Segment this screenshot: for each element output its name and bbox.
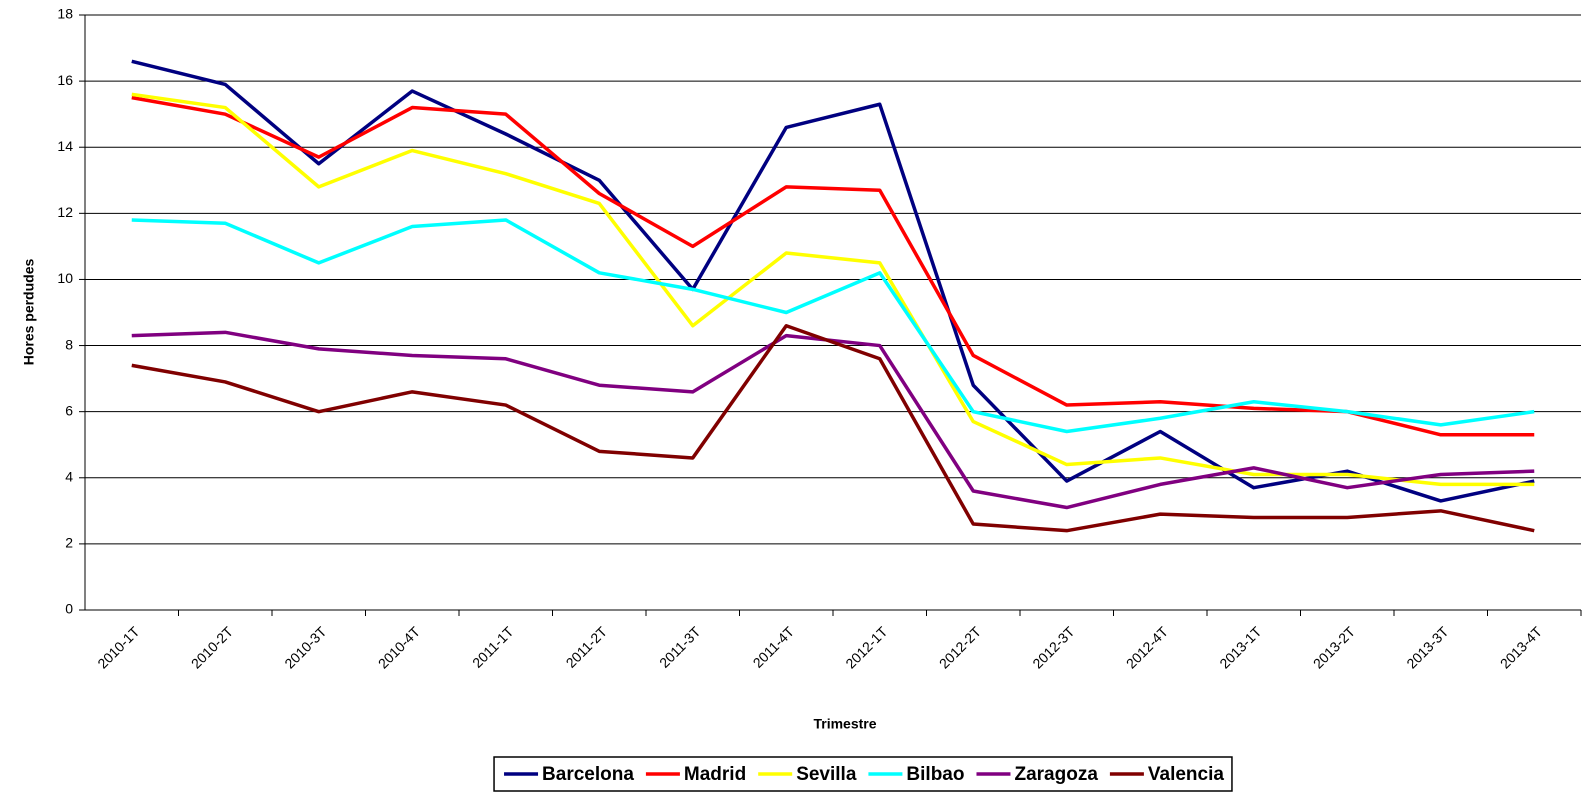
y-tick-label: 16 xyxy=(57,72,73,88)
legend-label: Sevilla xyxy=(796,764,857,785)
x-tick-label: 2012-1T xyxy=(842,623,891,672)
legend-box xyxy=(493,756,1233,792)
x-tick-label: 2013-3T xyxy=(1403,623,1452,672)
y-tick-label: 0 xyxy=(65,601,73,617)
series-line xyxy=(131,323,1535,533)
x-tick-label: 2013-4T xyxy=(1497,623,1546,672)
y-tick-label: 12 xyxy=(57,204,73,220)
series-line xyxy=(131,92,1535,487)
x-tick-label: 2011-3T xyxy=(656,623,704,671)
x-tick-label: 2012-3T xyxy=(1029,623,1078,672)
y-tick-label: 8 xyxy=(65,336,73,352)
x-tick-label: 2010-4T xyxy=(375,623,424,672)
series-line xyxy=(131,59,1535,503)
y-tick-label: 10 xyxy=(57,270,73,286)
series-line xyxy=(131,95,1535,437)
legend-label: Barcelona xyxy=(542,764,634,785)
x-tick-label: 2011-4T xyxy=(750,623,798,671)
y-tick-label: 6 xyxy=(65,402,73,418)
y-tick-label: 4 xyxy=(65,468,73,484)
x-tick-label: 2010-1T xyxy=(94,623,143,672)
x-tick-label: 2010-3T xyxy=(281,623,330,672)
y-tick-label: 18 xyxy=(57,6,73,22)
legend-label: Valencia xyxy=(1148,764,1224,785)
legend-label: Bilbao xyxy=(906,764,964,785)
y-tick-label: 2 xyxy=(65,535,73,551)
x-tick-label: 2011-1T xyxy=(469,623,517,671)
series-line xyxy=(131,330,1535,510)
x-tick-label: 2013-2T xyxy=(1310,623,1359,672)
y-tick-label: 14 xyxy=(57,138,73,154)
x-tick-label: 2013-1T xyxy=(1216,623,1265,672)
legend: Barcelona Madrid Sevilla Bilbao Zaragoza Vale… xyxy=(493,756,1233,792)
x-tick-label: 2010-2T xyxy=(188,623,237,672)
x-tick-label: 2011-2T xyxy=(563,623,611,671)
x-tick-label: 2012-4T xyxy=(1123,623,1172,672)
x-tick-label: 2012-2T xyxy=(936,623,985,672)
legend-label: Zaragoza xyxy=(1014,764,1098,785)
series-line xyxy=(131,218,1535,434)
legend-label: Madrid xyxy=(684,764,746,785)
y-axis-title: Hores perdudes xyxy=(21,258,37,365)
x-axis-title: Trimestre xyxy=(813,716,876,732)
